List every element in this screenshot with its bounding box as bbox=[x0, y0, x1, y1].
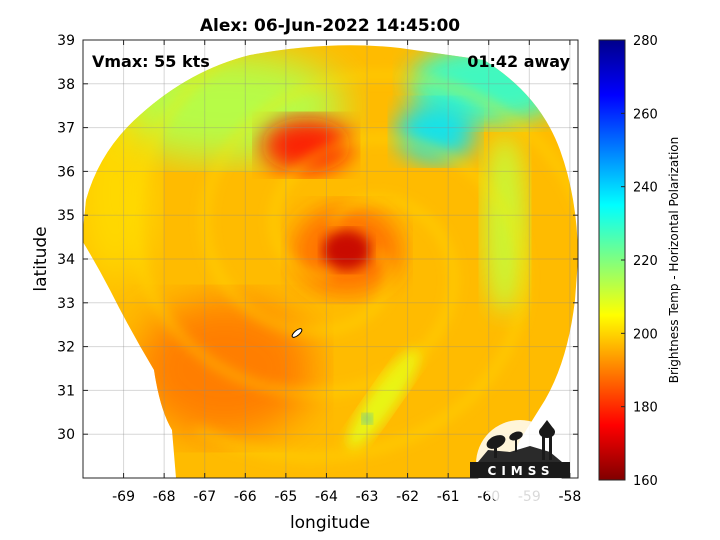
y-tick-label: 34 bbox=[57, 252, 75, 268]
x-tick-label: -68 bbox=[153, 489, 176, 505]
x-tick-label: -64 bbox=[315, 489, 338, 505]
colorbar-tick-label: 220 bbox=[633, 254, 658, 269]
spiral-band bbox=[195, 135, 527, 461]
y-tick-label: 31 bbox=[57, 383, 75, 399]
x-tick-label: -69 bbox=[112, 489, 135, 505]
x-tick-label: -61 bbox=[437, 489, 460, 505]
time-away-annotation: 01:42 away bbox=[467, 52, 570, 71]
vmax-annotation: Vmax: 55 kts bbox=[92, 52, 210, 71]
colorbar-label: Brightness Temp - Horizontal Polarizatio… bbox=[667, 137, 681, 384]
colorbar bbox=[598, 39, 626, 481]
y-tick-label: 36 bbox=[57, 164, 75, 180]
x-tick-label: -66 bbox=[234, 489, 257, 505]
colorbar-tick-label: 280 bbox=[633, 34, 658, 49]
y-axis-label: latitude bbox=[31, 226, 51, 291]
storm-marker bbox=[291, 328, 303, 338]
logo-text: CIMSS bbox=[488, 464, 555, 478]
storm-core bbox=[322, 230, 371, 271]
chart-title: Alex: 06-Jun-2022 14:45:00 bbox=[200, 16, 460, 36]
spiral-bands bbox=[131, 45, 578, 461]
colorbar-tick-label: 240 bbox=[633, 181, 658, 196]
x-tick-label: -63 bbox=[356, 489, 379, 505]
cimss-logo: CIMSS bbox=[470, 420, 570, 508]
x-tick-label: -67 bbox=[193, 489, 216, 505]
x-axis-label: longitude bbox=[290, 513, 370, 533]
y-tick-label: 33 bbox=[57, 296, 75, 312]
feature-northern-rainband bbox=[395, 101, 476, 162]
y-tick-label: 39 bbox=[57, 33, 75, 49]
y-axis-ticks: 30 31 32 33 34 35 36 37 38 39 bbox=[57, 33, 578, 443]
colorbar-tick-label: 160 bbox=[633, 474, 658, 489]
y-tick-label: 35 bbox=[57, 208, 75, 224]
swath-image bbox=[83, 45, 578, 478]
colorbar-ticks: 160 180 200 220 240 260 280 bbox=[621, 34, 658, 489]
colorbar-tick-label: 260 bbox=[633, 107, 658, 122]
x-tick-label: -58 bbox=[558, 489, 581, 505]
y-tick-label: 30 bbox=[57, 427, 75, 443]
y-tick-label: 32 bbox=[57, 340, 75, 356]
colorbar-tick-label: 200 bbox=[633, 327, 658, 342]
feature-central-dry-slot bbox=[261, 117, 352, 174]
y-tick-label: 38 bbox=[57, 77, 75, 93]
x-tick-label: -62 bbox=[396, 489, 419, 505]
feature-southern-rainband bbox=[346, 349, 420, 449]
feature-eastern-rainband bbox=[482, 133, 527, 314]
grid bbox=[83, 40, 578, 478]
colorbar-tick-label: 180 bbox=[633, 401, 658, 416]
y-tick-label: 37 bbox=[57, 121, 75, 137]
spiral-band bbox=[131, 45, 457, 397]
feature-southern-rainband-core bbox=[362, 413, 373, 424]
spiral-band bbox=[201, 72, 578, 335]
x-tick-label: -65 bbox=[274, 489, 297, 505]
